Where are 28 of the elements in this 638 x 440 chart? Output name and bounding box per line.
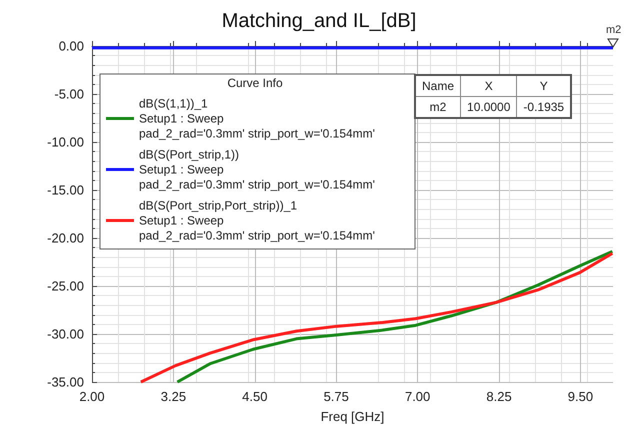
x-tick-label: 9.50 (568, 389, 594, 404)
y-tick-label: -20.00 (47, 230, 84, 246)
x-tick-label: 3.25 (160, 389, 186, 404)
y-tick-label: -35.00 (47, 374, 84, 390)
legend-label: dB(S(Port_strip,Port_strip))_1 Setup1 : Sweep pad_2_rad='0.3mm' strip_port_w='0.154mm' (139, 198, 375, 242)
x-axis-title: Freq [GHz] (320, 409, 384, 424)
y-tick-label: 0.00 (58, 38, 84, 54)
x-tick-label: 4.50 (242, 389, 268, 404)
x-tick-label: 5.75 (324, 389, 349, 404)
annotation: -0.1935 (516, 96, 572, 118)
annotation: 10.0000 (460, 96, 517, 118)
legend-title: Curve Info (226, 76, 284, 90)
annotation: Name (415, 75, 461, 96)
y-tick-label: -15.00 (47, 182, 84, 198)
y-tick-label: -5.00 (54, 86, 84, 102)
annotation: X (460, 75, 517, 96)
annotation: m2 (415, 96, 461, 118)
y-tick-label: -10.00 (47, 134, 84, 150)
legend-label: dB(S(Port_strip,1)) Setup1 : Sweep pad_2_rad='0.3mm' strip_port_w='0.154mm' (139, 148, 375, 192)
legend-label: dB(S(1,1))_1 Setup1 : Sweep pad_2_rad='0.3mm' strip_port_w='0.154mm' (139, 96, 375, 140)
chart-title: Matching_and IL_[dB] (222, 10, 416, 32)
y-tick-label: -30.00 (47, 326, 84, 342)
annotation: Y (516, 75, 572, 96)
x-tick-label: 2.00 (79, 389, 105, 404)
y-tick-label: -25.00 (47, 278, 84, 294)
x-tick-label: 7.00 (404, 389, 430, 404)
x-tick-label: 8.25 (486, 389, 512, 404)
annotation: m2 (606, 24, 622, 36)
